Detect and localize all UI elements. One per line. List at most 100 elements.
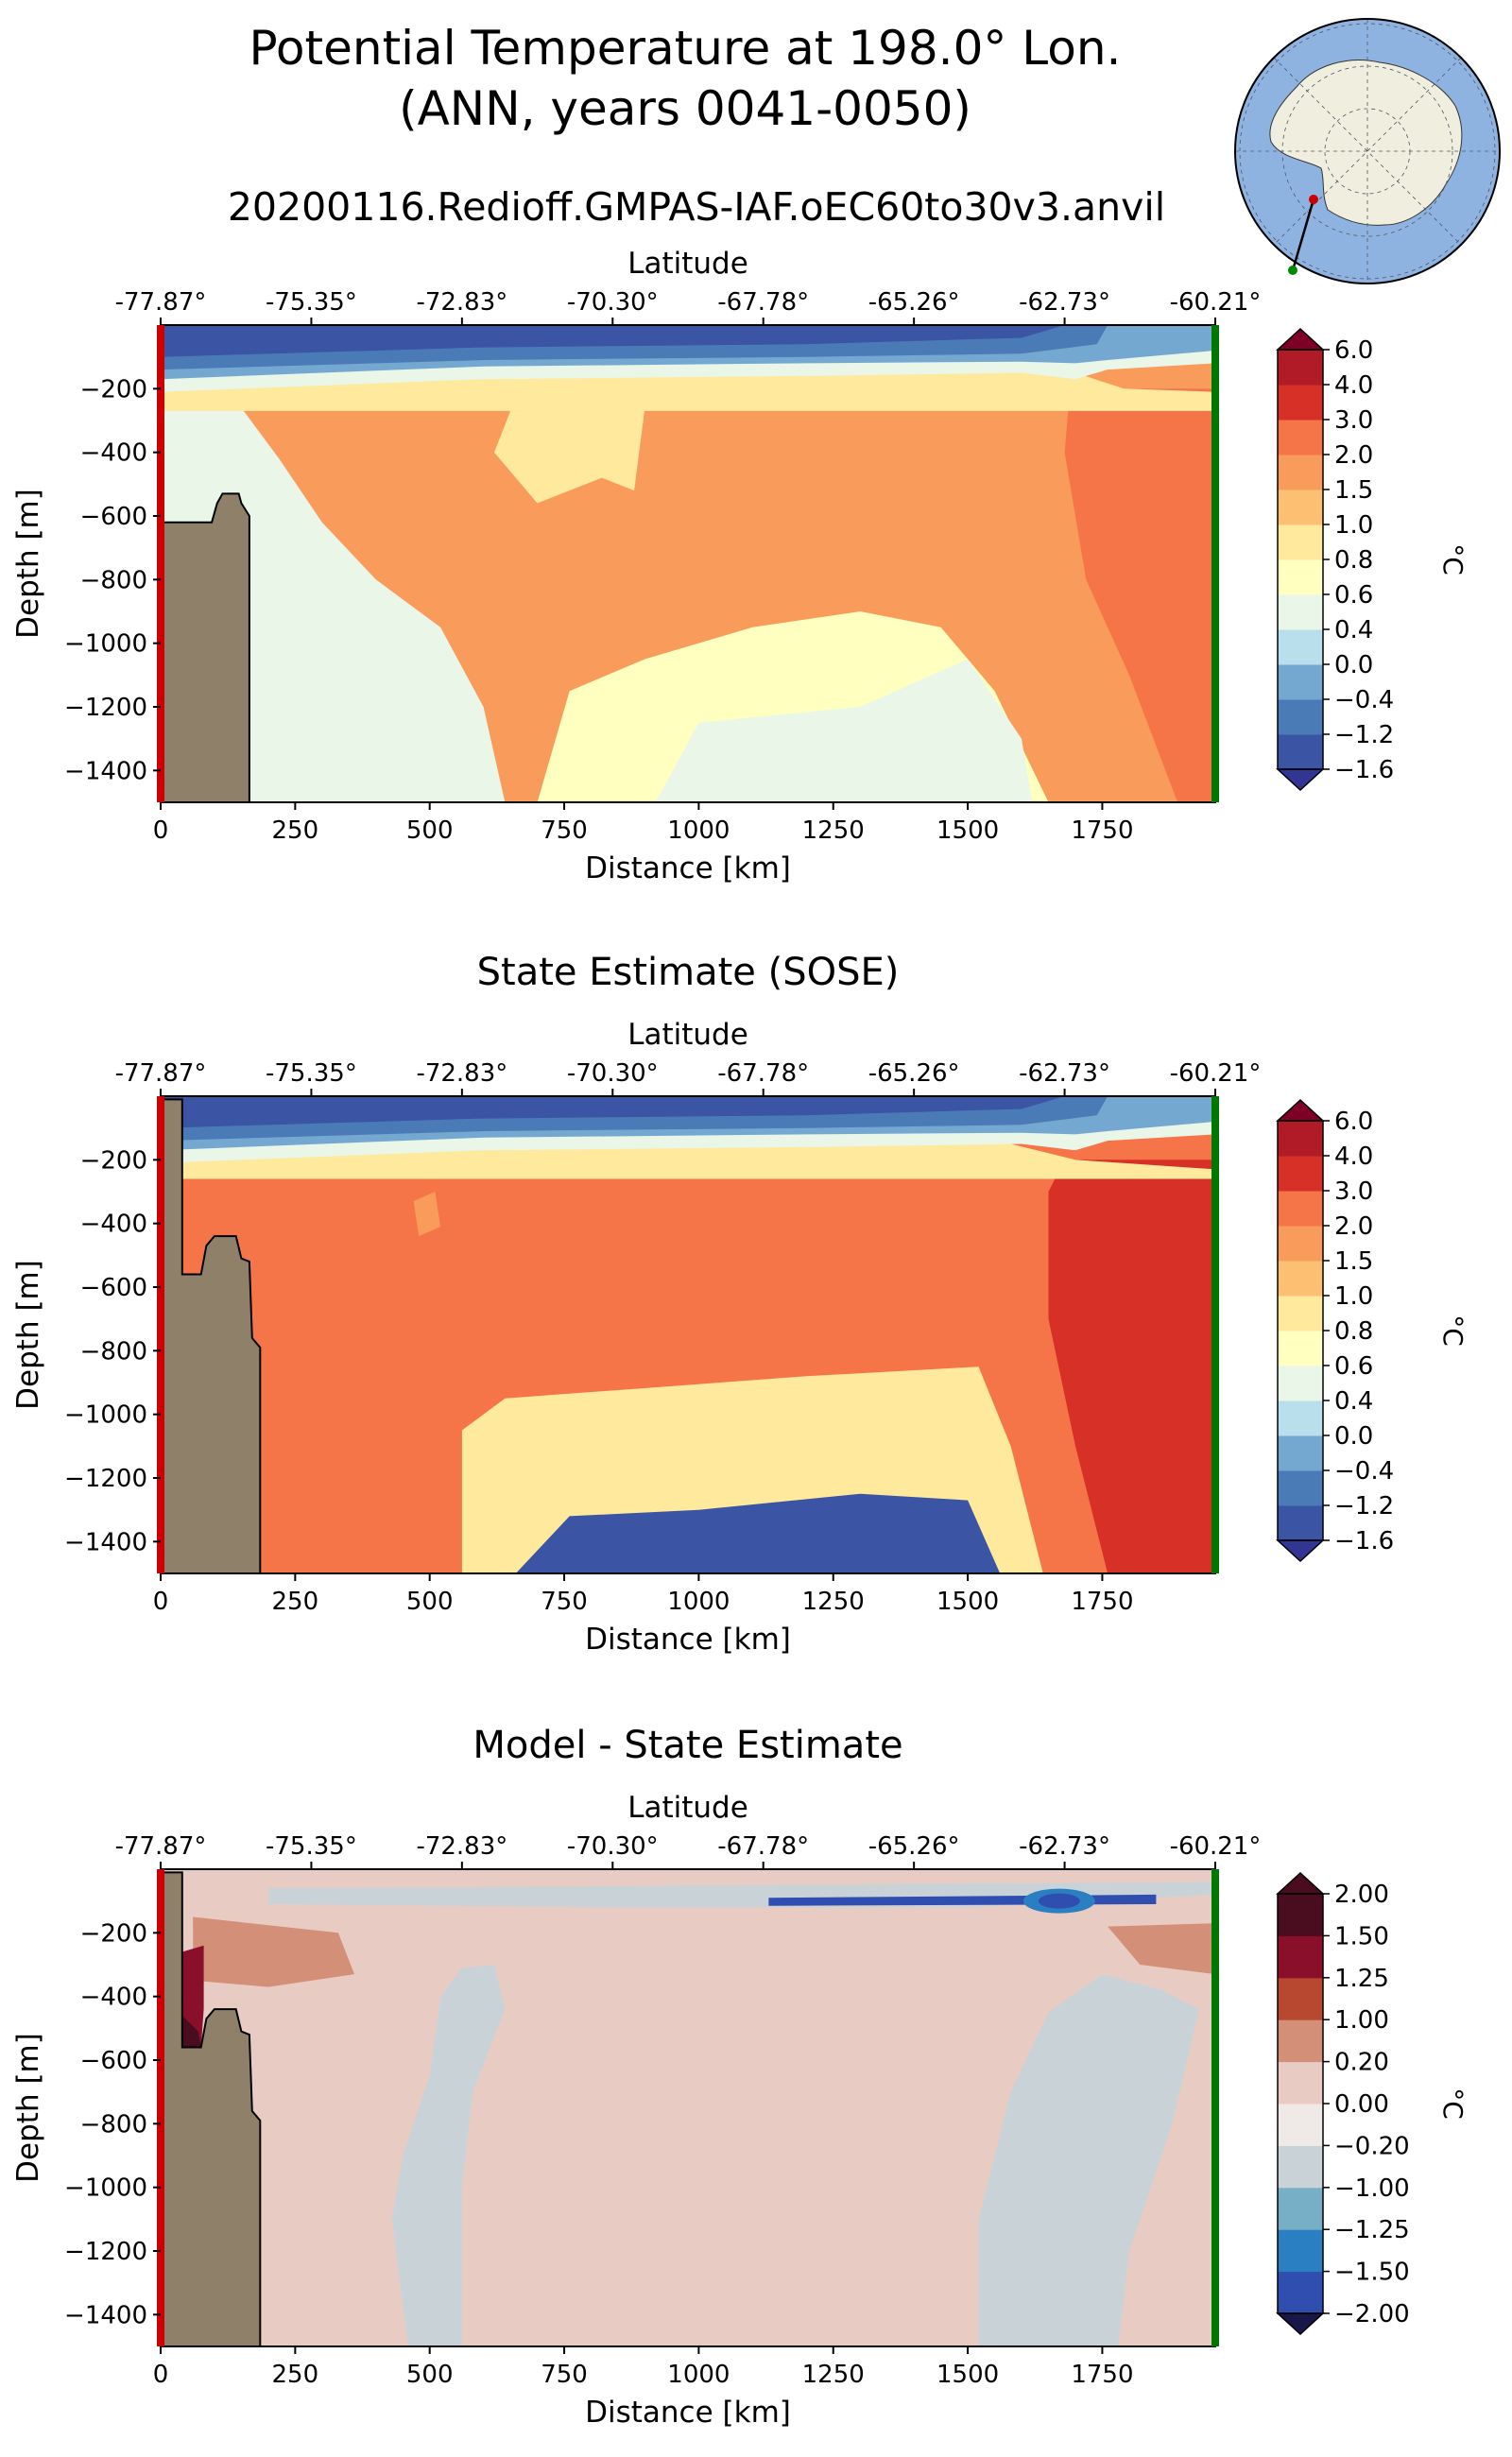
y-axis-label: Depth [m] — [11, 2033, 45, 2183]
colorbar-tick-label: −0.20 — [1334, 2132, 1410, 2160]
y-tick-label: −600 — [80, 2047, 147, 2075]
field-surface-cold — [161, 325, 1065, 357]
x-tick-label: 250 — [272, 2361, 319, 2389]
x-tick-label: 1000 — [667, 1588, 730, 1616]
latitude-tick-label: -72.83° — [416, 1059, 507, 1088]
x-tick-label: 750 — [541, 2361, 588, 2389]
colorbar-tick-label: −0.4 — [1334, 686, 1394, 714]
x-tick-label: 1000 — [667, 816, 730, 845]
colorbar-band — [1278, 385, 1323, 421]
latitude-tick-label: -75.35° — [266, 288, 357, 317]
x-tick-label: 500 — [406, 816, 454, 845]
colorbar-tick-label: 0.4 — [1334, 1387, 1373, 1416]
colorbar-tick-label: 4.0 — [1334, 1143, 1373, 1171]
y-axis-label: Depth [m] — [11, 1260, 45, 1410]
colorbar-tick-label: 0.6 — [1334, 581, 1373, 610]
x-tick-label: 1250 — [802, 2361, 865, 2389]
y-tick-label: −400 — [80, 439, 147, 468]
field-mid-gap — [494, 407, 645, 504]
colorbar-tick-label: 2.0 — [1334, 1212, 1373, 1241]
latitude-tick-label: -60.21° — [1170, 1832, 1262, 1861]
colorbar-tick-label: 1.5 — [1334, 476, 1373, 505]
y-tick-label: −200 — [80, 1146, 147, 1175]
colorbar-tick-label: −1.6 — [1334, 756, 1394, 784]
colorbar-band — [1278, 1977, 1323, 2020]
field-surface-cold — [161, 1096, 1065, 1128]
x-tick-label: 1250 — [802, 1588, 865, 1616]
inset-section-start-marker — [1309, 195, 1318, 204]
latitude-tick-label: -67.78° — [717, 1832, 809, 1861]
latitude-tick-label: -62.73° — [1019, 1832, 1110, 1861]
x-tick-label: 0 — [153, 816, 169, 845]
panel-model: 0 250 500 750 1000 1250 1500 1750 −200 −400 −600 −8… — [11, 247, 1469, 885]
colorbar-tick-label: 0.4 — [1334, 616, 1373, 644]
colorbar-tick-label: 0.8 — [1334, 546, 1373, 575]
colorbar-tick-label: 0.0 — [1334, 1422, 1373, 1451]
latitude-tick-label: -60.21° — [1170, 1059, 1262, 1088]
y-tick-label: −1000 — [64, 630, 147, 659]
colorbar-band — [1278, 1261, 1323, 1297]
field — [161, 1869, 1215, 2346]
x-tick-label: 1750 — [1071, 1588, 1133, 1616]
colorbar-label: °C — [1437, 2088, 1469, 2120]
colorbar-tick-label: 1.50 — [1334, 1922, 1389, 1950]
latitude-tick-label: -62.73° — [1019, 288, 1110, 317]
colorbar-band — [1278, 559, 1323, 595]
x-tick-label: 250 — [272, 816, 319, 845]
y-tick-label: −1000 — [64, 2174, 147, 2203]
y-tick-label: −200 — [80, 375, 147, 404]
colorbar-tick-label: 0.00 — [1334, 2090, 1389, 2119]
colorbar-band — [1278, 734, 1323, 770]
y-tick-label: −400 — [80, 1984, 147, 2012]
latitude-tick-label: -70.30° — [567, 288, 659, 317]
colorbar-tick-label: 0.6 — [1334, 1352, 1373, 1381]
colorbar-band — [1278, 1366, 1323, 1401]
y-tick-label: −600 — [80, 1274, 147, 1302]
colorbar-band — [1278, 1226, 1323, 1262]
colorbar-band — [1278, 1156, 1323, 1192]
x-axis-label: Distance [km] — [585, 851, 791, 885]
field — [161, 1096, 1215, 1573]
run-name: 20200116.Redioff.GMPAS-IAF.oEC60to30v3.a… — [228, 184, 1165, 230]
panel-title: Model - State Estimate — [472, 1724, 902, 1767]
x-tick-label: 500 — [406, 1588, 454, 1616]
y-tick-label: −1000 — [64, 1401, 147, 1430]
y-tick-label: −1200 — [64, 1465, 147, 1493]
colorbar-tick-label: 3.0 — [1334, 1177, 1373, 1206]
colorbar-band — [1278, 1121, 1323, 1157]
colorbar-band — [1278, 524, 1323, 560]
colorbar-tick-label: 1.00 — [1334, 2006, 1389, 2035]
x-tick-label: 1500 — [936, 1588, 999, 1616]
y-tick-label: −800 — [80, 2110, 147, 2139]
colorbar-band — [1278, 2061, 1323, 2105]
colorbar-tick-label: 1.0 — [1334, 1282, 1373, 1311]
colorbar-extend-min — [1276, 2312, 1325, 2336]
colorbar-band — [1278, 420, 1323, 455]
colorbar-band — [1278, 1935, 1323, 1979]
y-tick-label: −600 — [80, 503, 147, 531]
colorbar-band — [1278, 699, 1323, 735]
x-tick-label: 0 — [153, 1588, 169, 1616]
field-bottom-center — [515, 1493, 1001, 1573]
figure-title-line1: Potential Temperature at 198.0° Lon. — [249, 21, 1122, 76]
x-tick-label: 1500 — [936, 2361, 999, 2389]
field-north-warm — [1075, 1172, 1215, 1510]
latitude-tick-label: -67.78° — [717, 288, 809, 317]
x-tick-label: 500 — [406, 2361, 454, 2389]
latitude-tick-label: -67.78° — [717, 1059, 809, 1088]
x-tick-label: 250 — [272, 1588, 319, 1616]
colorbar-band — [1278, 1505, 1323, 1541]
colorbar-label: °C — [1437, 1314, 1469, 1347]
x-tick-label: 0 — [153, 2361, 169, 2389]
field — [161, 325, 1215, 802]
y-tick-label: −400 — [80, 1211, 147, 1239]
latitude-tick-label: -77.87° — [115, 1059, 207, 1088]
colorbar-extend-min — [1276, 1539, 1325, 1563]
latitude-tick-label: -62.73° — [1019, 1059, 1110, 1088]
colorbar-tick-label: 1.25 — [1334, 1965, 1389, 1993]
colorbar-band — [1278, 490, 1323, 525]
colorbar-band — [1278, 2145, 1323, 2189]
figure-title-line2: (ANN, years 0041-0050) — [399, 81, 971, 136]
latitude-axis-label: Latitude — [627, 1018, 748, 1052]
